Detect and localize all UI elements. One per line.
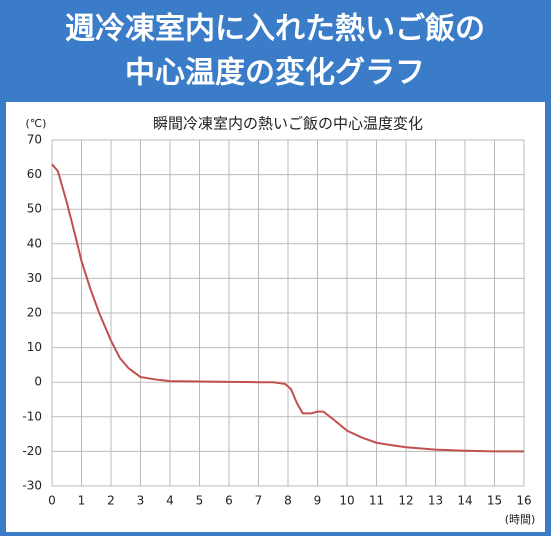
x-tick-label: 12 bbox=[398, 494, 413, 508]
y-tick-label: 60 bbox=[27, 167, 42, 181]
x-tick-label: 6 bbox=[225, 494, 233, 508]
x-tick-label: 13 bbox=[428, 494, 443, 508]
x-tick-label: 14 bbox=[457, 494, 472, 508]
x-tick-label: 9 bbox=[314, 494, 322, 508]
y-tick-label: 40 bbox=[27, 236, 42, 250]
y-tick-label: 20 bbox=[27, 306, 42, 320]
y-axis-label: (℃) bbox=[26, 117, 47, 130]
x-tick-label: 11 bbox=[369, 494, 384, 508]
x-tick-label: 3 bbox=[137, 494, 145, 508]
x-tick-label: 10 bbox=[339, 494, 354, 508]
x-tick-label: 5 bbox=[196, 494, 204, 508]
data-line bbox=[51, 163, 524, 453]
x-tick-label: 4 bbox=[166, 494, 174, 508]
y-tick-label: -30 bbox=[22, 479, 42, 493]
x-tick-label: 7 bbox=[255, 494, 263, 508]
header-line: 中心温度の変化グラフ bbox=[125, 56, 425, 91]
y-tick-label: -10 bbox=[22, 409, 42, 423]
chart-title: 瞬間冷凍室内の熱いご飯の中心温度変化 bbox=[153, 115, 423, 133]
x-tick-label: 16 bbox=[516, 494, 531, 508]
x-tick-label: 2 bbox=[107, 494, 115, 508]
x-tick-label: 8 bbox=[284, 494, 292, 508]
y-tick-label: -20 bbox=[22, 444, 42, 458]
x-tick-label: 15 bbox=[487, 494, 502, 508]
header-line: 週冷凍室内に入れた熱いご飯の bbox=[65, 12, 485, 47]
y-tick-label: 0 bbox=[34, 375, 42, 389]
y-tick-label: 30 bbox=[27, 271, 42, 285]
y-tick-label: 70 bbox=[27, 133, 42, 147]
panel bbox=[6, 102, 545, 532]
y-tick-label: 50 bbox=[27, 202, 42, 216]
x-tick-label: 1 bbox=[78, 494, 86, 508]
x-tick-label: 0 bbox=[48, 494, 56, 508]
y-tick-label: 10 bbox=[27, 340, 42, 354]
x-axis-label: (時間) bbox=[505, 513, 536, 526]
